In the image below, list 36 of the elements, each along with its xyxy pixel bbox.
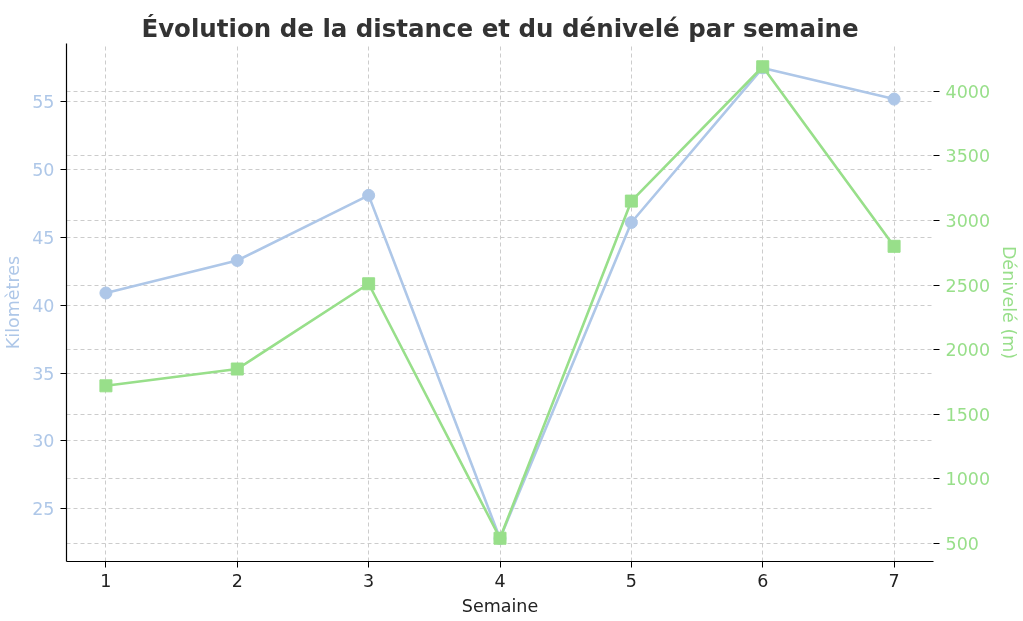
x-tick-label: 7 (888, 570, 900, 591)
y2-tick-label: 3500 (945, 146, 991, 167)
y-tick-label: 30 (32, 431, 55, 452)
y2-tick-label: 1500 (945, 404, 991, 425)
point (624, 194, 638, 208)
chart-title: Évolution de la distance et du dénivelé par semaine (141, 13, 859, 43)
x-tick-label: 6 (757, 570, 769, 591)
y-tick-label: 50 (32, 160, 55, 181)
point (887, 239, 901, 253)
x-axis-title: Semaine (461, 595, 539, 616)
x-tick-label: 5 (625, 570, 637, 591)
point (99, 286, 113, 300)
y-tick-label: 40 (32, 295, 55, 316)
point (230, 362, 244, 376)
y2-tick-label: 500 (945, 533, 979, 554)
y-tick-label: 35 (32, 363, 55, 384)
point (362, 277, 376, 291)
x-tick-label: 1 (100, 570, 112, 591)
x-tick-label: 4 (494, 570, 506, 591)
y2-axis-title: Dénivelé (m) (999, 245, 1020, 360)
point (887, 92, 901, 106)
y2-tick-label: 1000 (945, 469, 991, 490)
y-tick-label: 25 (32, 499, 55, 520)
y-tick-label: 55 (32, 92, 55, 113)
x-tick-label: 2 (231, 570, 243, 591)
point (362, 188, 376, 202)
y2-tick-label: 2000 (945, 340, 991, 361)
y-tick-label: 45 (32, 227, 55, 248)
y2-tick-label: 2500 (945, 275, 991, 296)
point (624, 216, 638, 229)
x-tick-label: 3 (363, 570, 375, 591)
point (99, 379, 113, 393)
y-axis-title: Kilomètres (3, 255, 24, 350)
y2-tick-label: 4000 (945, 81, 991, 102)
y2-tick-label: 3000 (945, 210, 991, 231)
point (230, 253, 244, 267)
